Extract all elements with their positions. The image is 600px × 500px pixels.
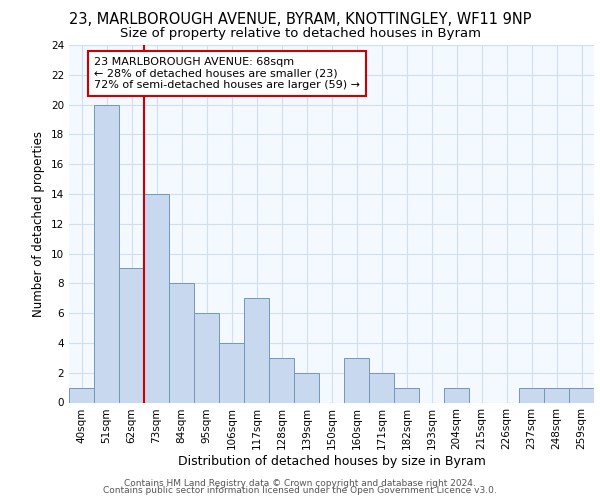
Bar <box>194 313 219 402</box>
Bar <box>369 372 394 402</box>
Text: 23 MARLBOROUGH AVENUE: 68sqm
← 28% of detached houses are smaller (23)
72% of se: 23 MARLBOROUGH AVENUE: 68sqm ← 28% of de… <box>94 57 360 90</box>
Bar <box>269 358 294 403</box>
Y-axis label: Number of detached properties: Number of detached properties <box>32 130 46 317</box>
Bar <box>219 343 244 402</box>
Bar <box>144 194 169 402</box>
Bar <box>344 358 369 403</box>
Bar <box>244 298 269 403</box>
Bar <box>94 104 119 403</box>
Bar <box>294 372 319 402</box>
Bar <box>519 388 544 402</box>
Text: 23, MARLBOROUGH AVENUE, BYRAM, KNOTTINGLEY, WF11 9NP: 23, MARLBOROUGH AVENUE, BYRAM, KNOTTINGL… <box>69 12 531 28</box>
Text: Contains public sector information licensed under the Open Government Licence v3: Contains public sector information licen… <box>103 486 497 495</box>
Bar <box>119 268 144 402</box>
Text: Size of property relative to detached houses in Byram: Size of property relative to detached ho… <box>119 28 481 40</box>
Bar <box>444 388 469 402</box>
Bar <box>169 284 194 403</box>
Text: Contains HM Land Registry data © Crown copyright and database right 2024.: Contains HM Land Registry data © Crown c… <box>124 478 476 488</box>
Bar <box>544 388 569 402</box>
X-axis label: Distribution of detached houses by size in Byram: Distribution of detached houses by size … <box>178 455 485 468</box>
Bar <box>69 388 94 402</box>
Bar <box>569 388 594 402</box>
Bar <box>394 388 419 402</box>
